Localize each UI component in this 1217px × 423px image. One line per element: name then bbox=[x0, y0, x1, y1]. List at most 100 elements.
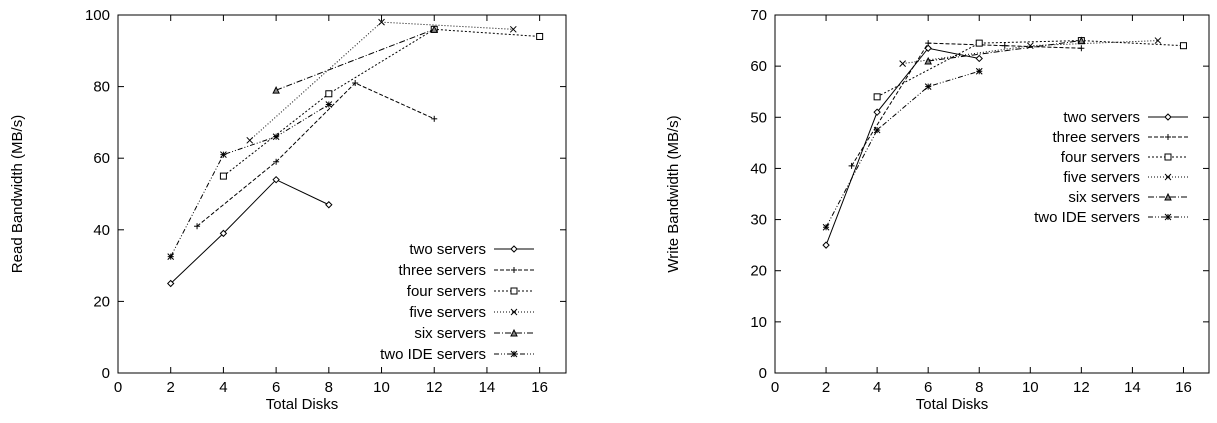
x-tick-label: 8 bbox=[975, 379, 983, 396]
data-point bbox=[166, 279, 175, 288]
data-point bbox=[1077, 36, 1086, 45]
data-point bbox=[167, 253, 175, 261]
data-point bbox=[272, 86, 280, 94]
x-tick-label: 0 bbox=[114, 379, 122, 396]
x-tick-label: 16 bbox=[531, 379, 548, 396]
data-point bbox=[325, 90, 333, 98]
data-point bbox=[1154, 37, 1162, 44]
series-line bbox=[825, 70, 980, 228]
x-tick-label: 8 bbox=[325, 379, 333, 396]
data-point bbox=[899, 60, 907, 67]
y-tick-label: 60 bbox=[750, 58, 767, 75]
series-six-servers bbox=[272, 25, 439, 94]
data-point bbox=[924, 56, 932, 65]
data-point bbox=[873, 126, 881, 134]
legend-marker bbox=[1164, 173, 1172, 181]
data-point bbox=[873, 108, 881, 116]
data-point bbox=[246, 136, 254, 144]
y-tick-label: 20 bbox=[750, 263, 767, 280]
series-five-servers bbox=[899, 37, 1162, 67]
x-axis-label: Total Disks bbox=[266, 396, 339, 413]
data-point bbox=[822, 241, 830, 249]
x-tick-label: 2 bbox=[167, 379, 175, 396]
legend-label: three servers bbox=[1052, 129, 1140, 146]
series-three-servers bbox=[194, 80, 438, 230]
x-tick-label: 12 bbox=[1073, 379, 1090, 396]
series-line bbox=[223, 28, 540, 177]
data-point bbox=[1001, 42, 1008, 49]
series-line bbox=[851, 42, 1082, 167]
data-point bbox=[325, 101, 333, 108]
data-point bbox=[219, 172, 227, 180]
data-point bbox=[430, 25, 439, 33]
x-tick-label: 0 bbox=[771, 379, 779, 396]
x-tick-label: 10 bbox=[373, 379, 390, 396]
legend-marker bbox=[1164, 192, 1172, 201]
legend-marker bbox=[510, 308, 518, 316]
legend-marker bbox=[1165, 134, 1171, 140]
data-point bbox=[822, 223, 830, 231]
y-tick-label: 100 bbox=[85, 7, 110, 24]
read-bandwidth-chart: 0 20 40 60 80 100 0 2 4 6 8 10 12 14 16 Total Disks Read… bbox=[9, 7, 567, 413]
x-tick-label: 14 bbox=[1124, 379, 1141, 396]
data-point bbox=[873, 93, 881, 101]
data-point bbox=[975, 39, 983, 47]
legend-label: six servers bbox=[1068, 189, 1140, 206]
x-tick-label: 16 bbox=[1175, 379, 1192, 396]
legend-label: five servers bbox=[1063, 169, 1140, 186]
series-six-servers bbox=[924, 36, 1086, 65]
y-tick-label: 0 bbox=[102, 365, 110, 382]
data-point bbox=[272, 133, 280, 141]
y-axis-label: Read Bandwidth (MB/s) bbox=[9, 115, 26, 273]
y-axis-label: Write Bandwidth (MB/s) bbox=[665, 115, 682, 272]
plot-frame bbox=[117, 14, 567, 374]
x-tick-label: 4 bbox=[873, 379, 881, 396]
legend-label: two servers bbox=[1063, 109, 1140, 126]
series-line bbox=[196, 82, 435, 227]
x-tick-label: 14 bbox=[479, 379, 496, 396]
series-line bbox=[825, 47, 980, 246]
series-line bbox=[876, 40, 1184, 98]
legend-label: five servers bbox=[409, 304, 486, 321]
data-point bbox=[925, 40, 932, 47]
x-tick-label: 2 bbox=[822, 379, 830, 396]
series-two-ide-servers bbox=[167, 101, 333, 261]
data-point bbox=[273, 158, 280, 165]
data-point bbox=[848, 162, 855, 169]
legend-marker bbox=[511, 267, 517, 273]
legend-label: four servers bbox=[1061, 149, 1140, 166]
y-tick-label: 20 bbox=[93, 293, 110, 310]
legend-marker bbox=[1164, 153, 1172, 161]
data-point bbox=[1179, 42, 1187, 50]
x-tick-label: 6 bbox=[272, 379, 280, 396]
legend-label: six servers bbox=[414, 325, 486, 342]
series-three-servers bbox=[848, 40, 1085, 169]
y-tick-label: 60 bbox=[93, 150, 110, 167]
legend-label: four servers bbox=[407, 283, 486, 300]
series-line bbox=[249, 21, 514, 141]
plot-frame bbox=[774, 14, 1210, 374]
legend-marker bbox=[510, 328, 518, 337]
data-point bbox=[509, 25, 517, 33]
series-line bbox=[902, 40, 1158, 65]
legend-marker bbox=[1164, 113, 1172, 121]
data-point bbox=[352, 80, 359, 87]
legend-marker bbox=[510, 287, 518, 295]
data-point bbox=[536, 32, 544, 40]
data-point bbox=[378, 18, 385, 26]
data-point bbox=[975, 67, 983, 75]
data-point bbox=[924, 83, 932, 90]
y-tick-label: 30 bbox=[750, 212, 767, 229]
legend-label: two IDE servers bbox=[380, 346, 486, 363]
legend-label: two IDE servers bbox=[1034, 209, 1140, 226]
data-point bbox=[219, 229, 228, 238]
data-point bbox=[194, 223, 201, 230]
y-tick-label: 0 bbox=[759, 365, 767, 382]
data-point bbox=[431, 115, 438, 122]
data-point bbox=[325, 201, 333, 209]
series-line bbox=[170, 104, 330, 257]
y-tick-label: 70 bbox=[750, 7, 767, 24]
data-point bbox=[220, 151, 227, 158]
data-point bbox=[272, 175, 280, 184]
